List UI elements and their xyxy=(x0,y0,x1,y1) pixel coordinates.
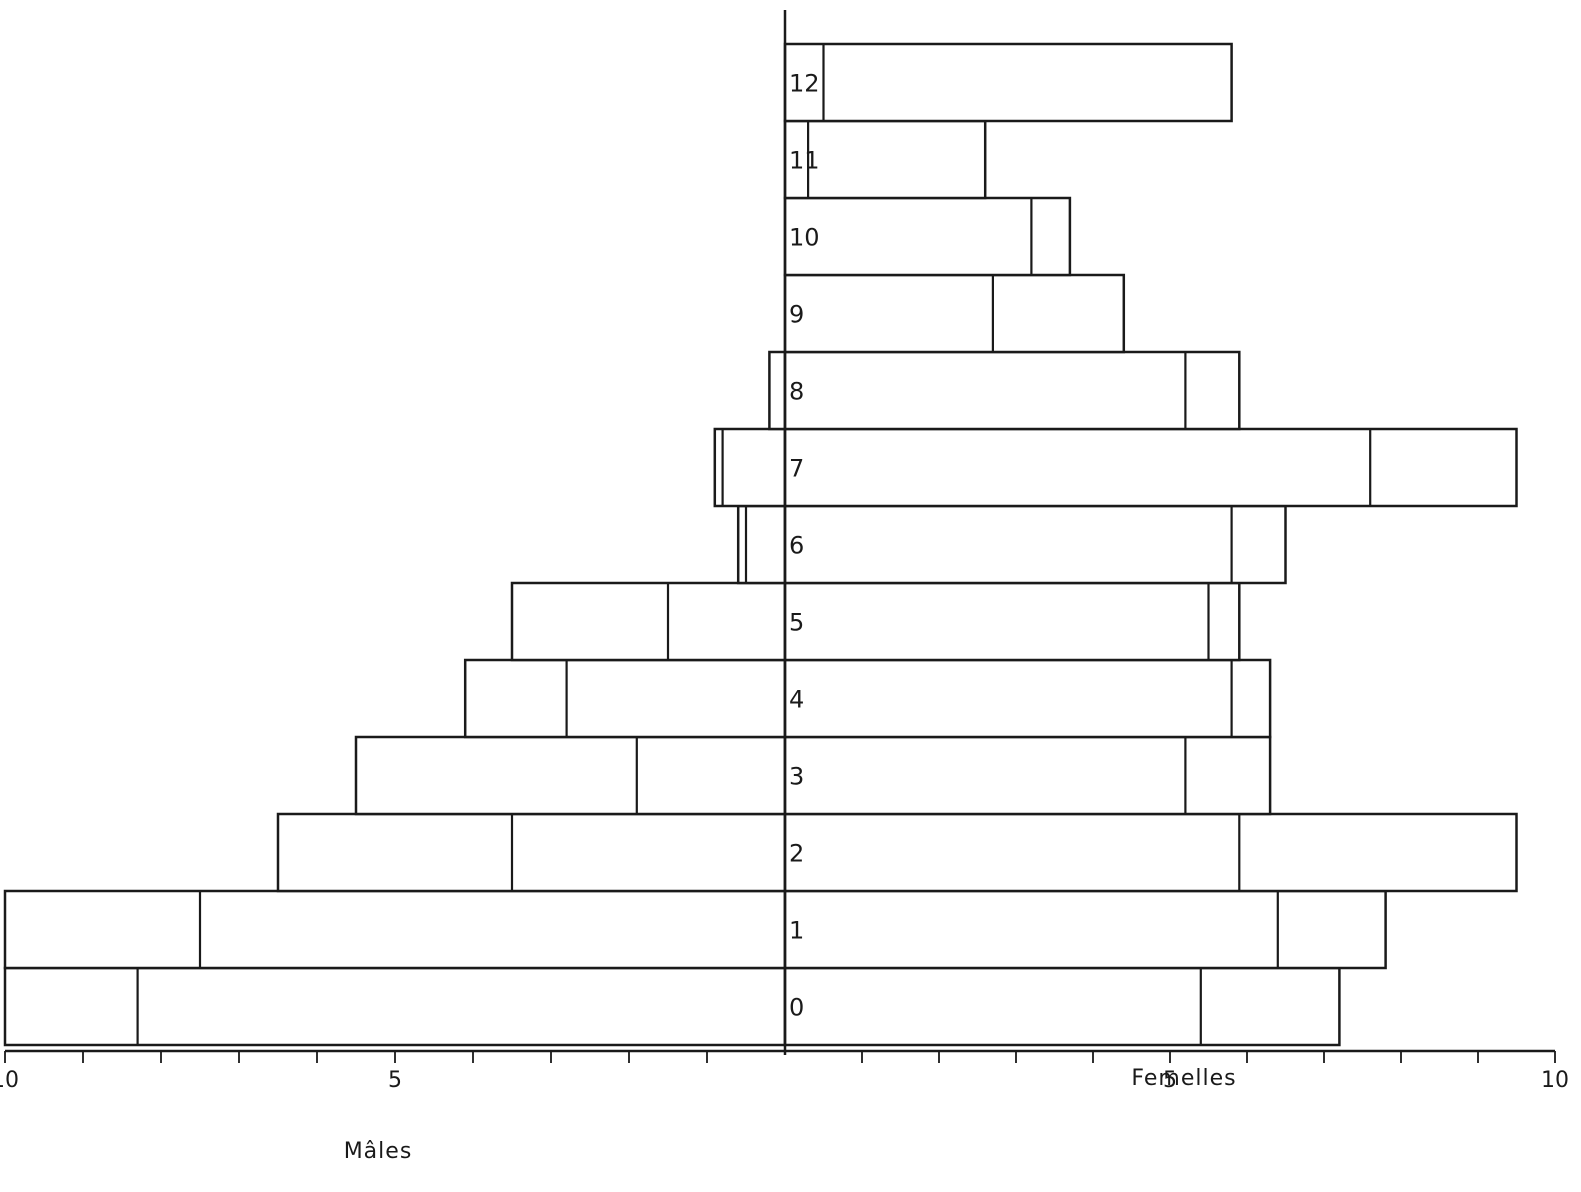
x-tick-label-males-5: 5 xyxy=(388,1068,402,1093)
x-tick-label-females-10: 10 xyxy=(1541,1068,1569,1093)
bar-females-5 xyxy=(783,581,1241,662)
category-label-1: 1 xyxy=(789,917,804,945)
category-label-9: 9 xyxy=(789,301,804,329)
labels-layer: 0123456789101112105510 xyxy=(0,70,1569,1094)
bar-females-9 xyxy=(783,273,1126,354)
bar-males-5 xyxy=(510,581,787,662)
category-label-4: 4 xyxy=(789,686,804,714)
bar-females-3 xyxy=(783,735,1272,816)
x-tick-label-females-5: 5 xyxy=(1163,1068,1177,1093)
bars-layer xyxy=(3,42,1518,1047)
x-axis-title-males: Mâles xyxy=(344,1139,413,1164)
category-label-2: 2 xyxy=(789,840,804,868)
bar-males-7 xyxy=(713,427,787,508)
bar-males-0 xyxy=(3,966,787,1047)
category-label-7: 7 xyxy=(789,455,804,483)
bar-females-11 xyxy=(783,119,987,200)
bar-males-8 xyxy=(768,350,787,431)
bar-females-6 xyxy=(783,504,1287,585)
category-label-6: 6 xyxy=(789,532,804,560)
bar-females-8 xyxy=(783,350,1241,431)
bar-females-7 xyxy=(783,427,1518,508)
x-axis-title-females: Femelles xyxy=(1131,1066,1236,1091)
bar-males-1 xyxy=(3,889,787,970)
bar-females-0 xyxy=(783,966,1341,1047)
category-label-5: 5 xyxy=(789,609,804,637)
category-label-11: 11 xyxy=(789,147,820,175)
bar-females-10 xyxy=(783,196,1072,277)
category-label-0: 0 xyxy=(789,994,804,1022)
bar-males-2 xyxy=(276,812,787,893)
bar-females-12 xyxy=(783,42,1233,123)
bar-females-1 xyxy=(783,889,1387,970)
category-label-8: 8 xyxy=(789,378,804,406)
axis-layer xyxy=(4,10,1556,1063)
category-label-10: 10 xyxy=(789,224,820,252)
category-label-12: 12 xyxy=(789,70,820,98)
category-label-3: 3 xyxy=(789,763,804,791)
bar-males-4 xyxy=(463,658,787,739)
x-tick-label-males-10: 10 xyxy=(0,1068,19,1093)
bar-males-3 xyxy=(354,735,787,816)
bar-females-4 xyxy=(783,658,1272,739)
bar-females-2 xyxy=(783,812,1518,893)
